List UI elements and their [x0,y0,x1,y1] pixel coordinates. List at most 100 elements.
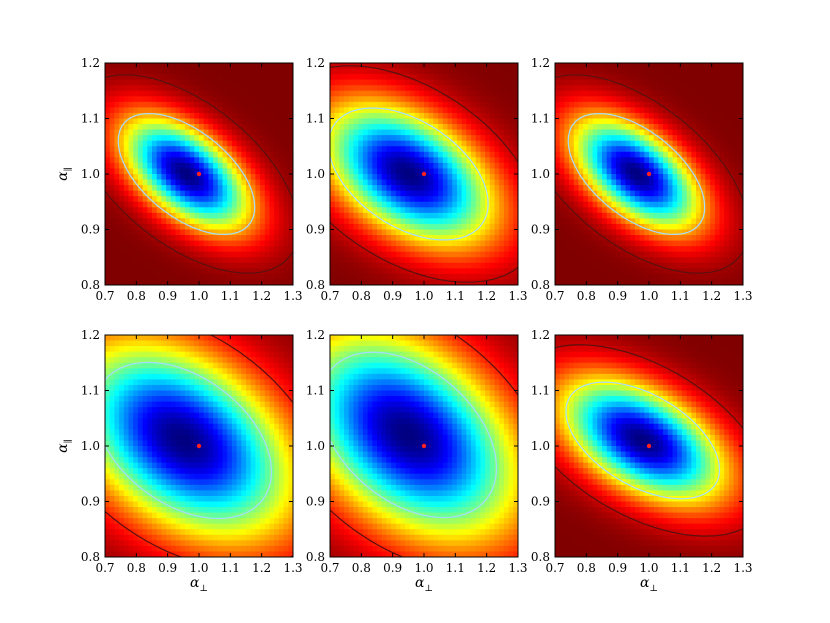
heatmap-cell [386,74,392,81]
heatmap-cell [362,151,369,158]
heatmap-cell [620,257,627,264]
heatmap-cell [700,246,706,253]
heatmap-cell [672,190,678,197]
heatmap-cell [489,179,496,186]
heatmap-cell [653,196,659,203]
heatmap-cell [269,179,275,186]
heatmap-cell [199,218,205,225]
heatmap-cell [508,185,514,192]
heatmap-cell [137,146,144,153]
heatmap-cell [681,74,688,81]
heatmap-cell [681,118,688,125]
heatmap-cell [438,279,444,285]
heatmap-cell [288,63,293,70]
heatmap-cell [246,140,252,147]
heatmap-cell [447,251,453,258]
heatmap-cell [409,207,416,214]
heatmap-cell [128,229,134,236]
heatmap-cell [137,207,144,214]
heatmap-cell [137,74,144,81]
heatmap-cell [161,251,167,258]
heatmap-cell [728,279,735,285]
heatmap-cell [217,79,224,86]
heatmap-cell [358,112,364,120]
heatmap-cell [372,223,378,231]
heatmap-cell [255,251,261,258]
heatmap-cell [133,212,139,219]
heatmap-cell [461,96,467,103]
heatmap-cell [358,85,364,92]
heatmap-cell [395,151,402,158]
heatmap-cell [236,229,242,236]
heatmap-cell [653,96,659,103]
heatmap-cell [147,79,153,86]
heatmap-cell [456,174,463,181]
heatmap-cell [133,79,139,86]
heatmap-cell [227,179,233,186]
heatmap-cell [170,190,177,197]
heatmap-cell [166,79,172,86]
x-tick-label: 0.8 [127,289,146,303]
heatmap-cell [217,340,224,347]
heatmap-cell [489,190,496,197]
heatmap-cell [696,196,702,203]
heatmap-cell [184,196,191,203]
heatmap-cell [677,257,683,264]
heatmap-cell [414,174,420,181]
heatmap-cell [189,273,195,281]
x-tick-label: 0.7 [320,289,339,303]
heatmap-cell [105,235,111,242]
heatmap-cell [358,246,364,253]
heatmap-cell [710,179,716,186]
heatmap-cell [199,190,205,197]
heatmap-cell [499,157,505,164]
heatmap-cell [630,212,636,219]
heatmap-cell [180,174,186,181]
heatmap-cell [213,118,219,125]
heatmap-cell [428,174,434,181]
heatmap-cell [227,196,233,203]
y-tick-label: 0.9 [531,223,550,237]
heatmap-cell [142,162,148,170]
heatmap-cell [217,268,224,275]
heatmap-cell [447,257,453,264]
heatmap-cell [184,129,191,136]
heatmap-cell [334,207,340,214]
heatmap-cell [499,223,505,231]
heatmap-cell [466,257,472,264]
heatmap-cell [264,335,271,342]
heatmap-cell [620,190,627,197]
heatmap-cell [494,135,500,142]
heatmap-cell [424,268,430,275]
heatmap-cell [334,168,340,175]
heatmap-cell [260,279,266,285]
heatmap-cell [353,162,359,170]
heatmap-cell [194,235,200,242]
heatmap-cell [278,112,285,120]
heatmap-cell [250,90,256,97]
heatmap-cell [555,151,561,158]
heatmap-cell [260,118,266,125]
heatmap-cell [194,124,200,131]
heatmap-cell [377,129,383,136]
heatmap-cell [288,279,293,285]
heatmap-cell [227,257,233,264]
heatmap-cell [499,218,505,225]
heatmap-cell [573,190,580,197]
heatmap-cell [213,251,219,258]
heatmap-cell [489,201,496,208]
heatmap-cell [602,135,608,142]
heatmap-cell [672,229,678,236]
heatmap-cell [649,118,655,125]
heatmap-cell [691,112,697,120]
heatmap-cell [728,90,735,97]
heatmap-cell [700,124,706,131]
heatmap-cell [471,174,477,181]
heatmap-cell [428,79,434,86]
heatmap-cell [513,74,518,81]
heatmap-cell [639,168,645,175]
heatmap-cell [442,135,449,142]
heatmap-cell [231,118,238,125]
heatmap-cell [475,185,481,192]
heatmap-cell [372,229,378,236]
